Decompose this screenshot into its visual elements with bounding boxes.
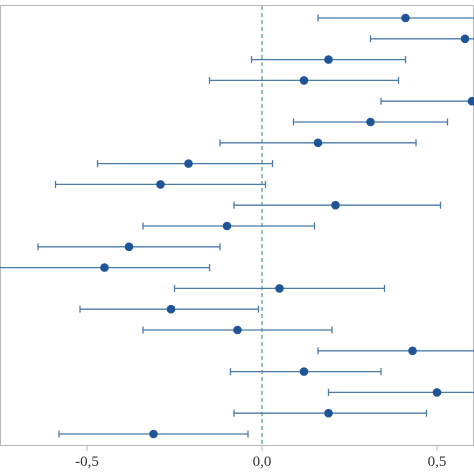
point-estimate bbox=[401, 13, 410, 23]
point-estimate bbox=[149, 429, 158, 439]
estimate-row bbox=[142, 325, 333, 335]
estimate-row bbox=[229, 367, 382, 376]
estimate-row bbox=[173, 284, 386, 293]
estimate-row bbox=[317, 346, 474, 356]
point-estimate bbox=[467, 96, 474, 106]
estimate-rows bbox=[0, 13, 474, 439]
estimate-row bbox=[292, 117, 449, 127]
point-estimate bbox=[432, 388, 442, 397]
estimate-row bbox=[317, 13, 474, 23]
x-axis: -0,5 0,0 0,5 bbox=[75, 445, 446, 470]
estimate-row bbox=[327, 388, 474, 397]
point-estimate bbox=[324, 408, 333, 418]
estimate-row bbox=[233, 200, 442, 210]
estimate-row bbox=[37, 242, 221, 252]
estimate-row bbox=[79, 304, 260, 314]
estimate-row bbox=[58, 429, 249, 439]
estimate-row bbox=[0, 263, 211, 272]
estimate-row bbox=[219, 138, 417, 148]
point-estimate bbox=[222, 221, 232, 231]
estimate-row bbox=[369, 34, 474, 44]
point-estimate bbox=[331, 200, 340, 210]
point-estimate bbox=[156, 180, 165, 189]
point-estimate bbox=[324, 55, 333, 64]
point-estimate bbox=[460, 34, 470, 44]
estimate-row bbox=[96, 159, 274, 168]
point-estimate bbox=[275, 284, 284, 293]
point-estimate bbox=[299, 367, 309, 376]
point-estimate bbox=[299, 76, 309, 85]
estimate-row bbox=[54, 180, 267, 189]
point-estimate bbox=[100, 263, 109, 272]
estimate-row bbox=[233, 408, 428, 418]
x-tick-label: 0,5 bbox=[428, 454, 447, 470]
point-estimate bbox=[233, 325, 242, 335]
point-estimate bbox=[124, 242, 134, 252]
estimate-row bbox=[250, 55, 407, 64]
point-estimate bbox=[166, 304, 176, 314]
point-estimate bbox=[366, 117, 375, 127]
x-tick-label: -0,5 bbox=[75, 454, 99, 470]
point-estimate bbox=[313, 138, 323, 148]
estimate-row bbox=[208, 76, 400, 85]
point-estimate bbox=[184, 159, 193, 168]
estimate-row bbox=[142, 221, 316, 231]
point-estimate bbox=[408, 346, 417, 356]
x-tick-label: 0,0 bbox=[253, 454, 272, 470]
estimate-row bbox=[380, 96, 474, 106]
